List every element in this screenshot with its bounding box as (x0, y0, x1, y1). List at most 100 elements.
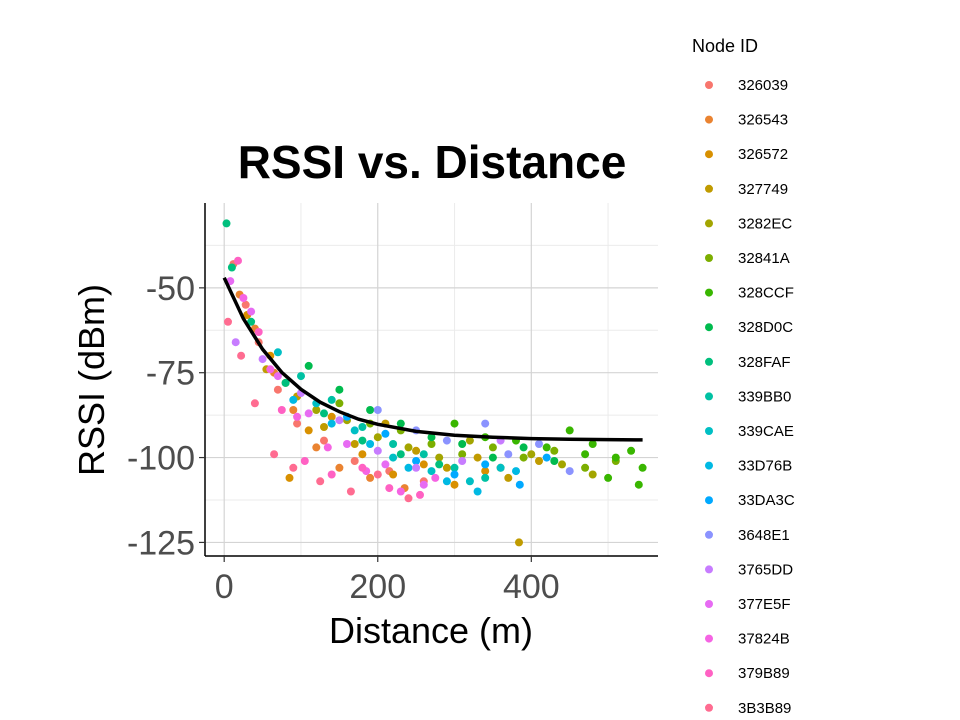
fit-curve (222, 276, 643, 442)
series-3B3B89 (224, 317, 413, 503)
data-point (611, 453, 620, 462)
data-point (427, 440, 436, 448)
legend-swatch (705, 150, 713, 159)
legend-swatch (705, 115, 713, 124)
data-point (404, 494, 413, 503)
data-point (389, 440, 398, 448)
series-327749 (262, 365, 543, 547)
data-point (358, 436, 367, 445)
data-point (304, 426, 313, 435)
legend-item: 33DA3C (705, 492, 795, 509)
legend-item: 32841A (705, 250, 790, 267)
legend-swatch (705, 219, 713, 228)
data-point (373, 446, 382, 455)
data-point (504, 450, 513, 459)
data-point (558, 460, 566, 469)
data-point (320, 423, 328, 431)
series-377E5F (226, 277, 428, 489)
data-point (304, 409, 313, 418)
data-point (515, 538, 523, 547)
legend-item: 339BB0 (705, 388, 791, 405)
data-point (277, 406, 286, 414)
data-point (404, 443, 413, 452)
data-point (416, 490, 424, 499)
x-axis-title: Distance (m) (329, 610, 533, 651)
data-point (565, 467, 574, 476)
series-33D76B (289, 395, 520, 496)
legend-label: 3B3B89 (738, 700, 791, 717)
data-point (350, 457, 359, 465)
legend-swatch (705, 392, 713, 401)
legend-item: 3648E1 (705, 527, 790, 544)
legend-item: 328D0C (705, 319, 793, 336)
legend-label: 3765DD (738, 561, 793, 578)
data-point (481, 467, 490, 476)
data-point (535, 457, 543, 465)
data-point (289, 463, 298, 472)
data-point (381, 460, 390, 469)
x-tick-label: 200 (349, 568, 406, 606)
data-point (473, 453, 482, 462)
y-axis-ticks: -50 -75 -100 -125 (127, 270, 205, 562)
data-point (312, 443, 321, 452)
legend-item: 37824B (705, 631, 790, 648)
legend-swatch (705, 184, 713, 193)
data-point (258, 355, 267, 364)
data-point (458, 457, 467, 465)
data-point (550, 446, 559, 455)
y-tick-label: -100 (127, 440, 195, 478)
legend-label: 328CCF (738, 285, 794, 302)
data-point (358, 463, 367, 472)
legend-label: 339CAE (738, 423, 794, 440)
legend-item: 377E5F (705, 596, 791, 613)
data-point (496, 463, 505, 472)
legend-label: 328FAF (738, 354, 791, 371)
data-point (519, 443, 528, 452)
legend-item: 326543 (705, 112, 788, 129)
data-point (222, 219, 231, 228)
data-point (435, 453, 444, 462)
data-point (327, 412, 336, 421)
y-axis-title: RSSI (dBm) (71, 284, 112, 476)
legend-label: 326543 (738, 112, 788, 129)
legend-label: 326572 (738, 146, 788, 163)
legend-label: 339BB0 (738, 388, 791, 405)
data-point (335, 399, 344, 408)
data-point (327, 395, 336, 404)
data-point (350, 426, 359, 435)
legend-label: 327749 (738, 181, 788, 198)
x-axis-ticks: 0 200 400 (215, 556, 560, 606)
data-point (450, 480, 459, 489)
series-328FAF (222, 219, 444, 469)
data-point (504, 473, 513, 482)
y-tick-label: -125 (127, 524, 195, 562)
data-point (442, 463, 451, 472)
data-point (389, 470, 398, 479)
data-point (231, 338, 240, 347)
data-point (350, 440, 359, 448)
y-tick-label: -50 (146, 270, 195, 308)
data-point (247, 307, 256, 316)
legend-label: 377E5F (738, 596, 791, 613)
data-point (234, 256, 242, 265)
data-point (565, 426, 574, 435)
data-point (396, 419, 405, 428)
data-point (427, 433, 436, 442)
legend-label: 3648E1 (738, 527, 790, 544)
data-point (550, 457, 559, 465)
data-point (542, 453, 551, 462)
data-point (435, 460, 444, 469)
data-point (273, 385, 282, 394)
data-point (512, 467, 520, 476)
data-point (396, 487, 405, 496)
legend-swatch (705, 634, 713, 643)
series-326572 (243, 311, 490, 489)
data-point (273, 348, 282, 357)
legend-swatch (705, 357, 713, 366)
data-point (385, 484, 394, 493)
legend-item: 328FAF (705, 354, 791, 371)
series-328D0C (304, 361, 559, 465)
data-point (412, 446, 421, 455)
data-point (289, 406, 298, 414)
